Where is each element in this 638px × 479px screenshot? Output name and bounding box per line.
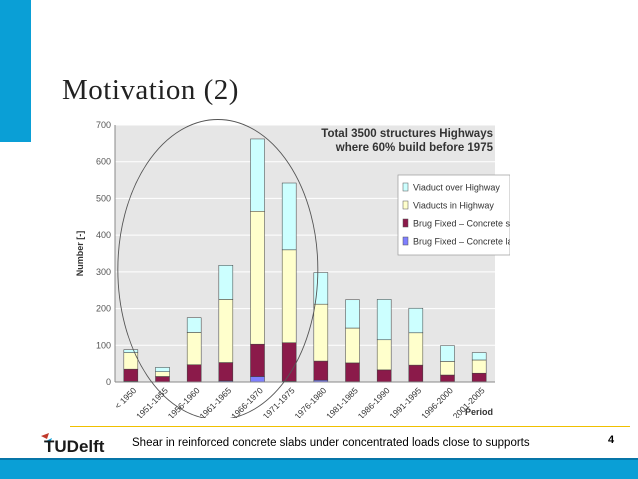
legend-label: Brug Fixed – Concrete large	[413, 237, 510, 247]
y-tick-label: 500	[96, 193, 111, 203]
x-tick-label: 1996-2000	[419, 385, 455, 418]
highlight-ellipse	[117, 119, 319, 418]
bar-segment	[155, 376, 170, 383]
bar-segment	[440, 345, 455, 362]
x-tick-label: 1991-1995	[387, 385, 423, 418]
legend-swatch	[402, 218, 409, 228]
y-tick-label: 600	[96, 157, 111, 167]
bar-segment	[218, 299, 234, 363]
legend-swatch	[402, 200, 409, 210]
bar-segment	[123, 349, 139, 353]
bar-segment	[155, 367, 170, 372]
x-tick-label: 1961-1965	[197, 385, 233, 418]
bar-segment	[218, 362, 234, 382]
y-tick-label: 300	[96, 267, 111, 277]
footer-caption: Shear in reinforced concrete slabs under…	[132, 437, 530, 449]
bar-segment	[186, 364, 202, 383]
legend-swatch	[402, 236, 409, 246]
bar-segment	[471, 372, 487, 382]
bottom-accent-line	[0, 458, 638, 460]
slide-title: Motivation (2)	[62, 74, 239, 106]
chart-title-line: Total 3500 structures Highways	[321, 128, 493, 140]
bar-segment	[313, 303, 329, 362]
bar-segment	[250, 138, 265, 212]
legend-label: Viaducts in Highway	[413, 201, 494, 211]
bar-segment	[281, 342, 297, 382]
chart-title-line: where 60% build before 1975	[335, 142, 494, 154]
bar-segment	[376, 369, 392, 383]
bar-segment	[250, 376, 265, 383]
bar-segment	[186, 317, 202, 333]
bar-segment	[123, 368, 139, 382]
y-tick-label: 100	[96, 340, 111, 350]
bar-segment	[186, 332, 202, 365]
y-tick-label: 0	[106, 377, 111, 387]
bar-segment	[440, 361, 455, 376]
bar-segment	[471, 352, 487, 361]
bar-segment	[313, 360, 329, 381]
x-tick-label: 1981-1985	[324, 385, 360, 418]
bar-segment	[250, 343, 265, 377]
bar-segment	[345, 299, 360, 329]
tudelft-logo: TUDelft	[41, 433, 105, 456]
bar-segment	[408, 332, 424, 366]
bar-chart: Number [-]Period 0100200300400500600700 …	[75, 119, 510, 418]
bar-segment	[155, 371, 170, 377]
bar-segment	[281, 182, 297, 251]
legend-label: Viaduct over Highway	[413, 183, 500, 193]
bottom-accent-bar	[0, 458, 638, 479]
bar-segment	[281, 249, 297, 343]
bar-segment	[345, 327, 360, 364]
x-tick-label: 1986-1990	[356, 385, 392, 418]
x-tick-label: < 1950	[113, 385, 139, 411]
y-tick-label: 200	[96, 304, 111, 314]
bar-segment	[250, 211, 265, 345]
bar-segment	[471, 359, 487, 374]
page-number: 4	[608, 434, 615, 446]
left-accent-band	[0, 0, 31, 142]
legend-label: Brug Fixed – Concrete small	[413, 219, 510, 229]
bar-segment	[376, 299, 392, 341]
legend-swatch	[402, 182, 409, 192]
bar-segment	[376, 339, 392, 371]
bar-segment	[408, 307, 424, 334]
y-tick-label: 400	[96, 230, 111, 240]
svg-text:TUDelft: TUDelft	[44, 437, 105, 456]
bar-segment	[440, 374, 455, 382]
x-tick-label: 1976-1980	[292, 385, 328, 418]
x-tick-label: 1951-1955	[134, 385, 170, 418]
bar-segment	[408, 364, 424, 382]
footer-divider	[70, 426, 630, 427]
x-tick-label: 1971-1975	[261, 385, 297, 418]
legend-box	[397, 174, 510, 256]
x-tick-label: 1956-1960	[166, 385, 202, 418]
bar-segment	[345, 362, 360, 382]
x-axis-label: Period	[465, 407, 493, 417]
y-axis-label: Number [-]	[75, 231, 85, 277]
bar-segment	[218, 264, 234, 300]
y-tick-label: 700	[96, 120, 111, 130]
